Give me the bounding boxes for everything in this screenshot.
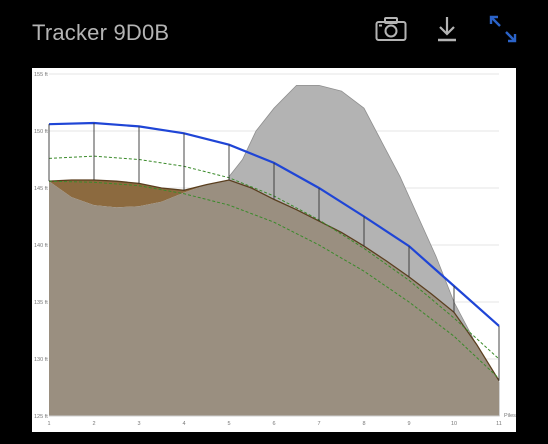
- page-title: Tracker 9D0B: [32, 20, 170, 45]
- download-icon: [438, 17, 456, 42]
- x-tick-label: 5: [227, 421, 230, 427]
- profile-chart-svg: 125 ft 130 ft 135 ft 140 ft 145 ft 150 ft 155 …: [34, 72, 516, 427]
- x-tick-label: 11: [496, 421, 502, 427]
- y-tick-label: 125 ft: [34, 414, 48, 420]
- lower-tolerance-line: [48, 180, 500, 379]
- x-tick-label: 2: [92, 421, 95, 427]
- y-tick-label: 135 ft: [34, 300, 48, 306]
- camera-button[interactable]: [374, 12, 408, 46]
- y-tick-label: 150 ft: [34, 129, 48, 135]
- x-tick-label: 8: [362, 421, 365, 427]
- y-tick-label: 130 ft: [34, 357, 48, 363]
- y-tick-label: 145 ft: [34, 186, 48, 192]
- expand-button[interactable]: [486, 12, 520, 46]
- chart-areas: [49, 85, 500, 417]
- profile-chart: 125 ft 130 ft 135 ft 140 ft 145 ft 150 ft 155 …: [32, 68, 516, 432]
- expand-icon: [489, 15, 517, 43]
- download-button[interactable]: [430, 12, 464, 46]
- y-tick-label: 140 ft: [34, 243, 48, 249]
- x-unit-label: Piles: [504, 413, 516, 419]
- x-tick-label: 4: [182, 421, 185, 427]
- camera-icon: [375, 17, 407, 41]
- x-tick-label: 10: [451, 421, 457, 427]
- x-tick-label: 6: [272, 421, 275, 427]
- cut-area: [49, 180, 229, 208]
- tracker-line: [48, 121, 500, 327]
- x-tick-label: 3: [137, 421, 140, 427]
- chart-axes: 125 ft 130 ft 135 ft 140 ft 145 ft 150 ft 155 …: [34, 72, 516, 427]
- x-tick-label: 9: [407, 421, 410, 427]
- terrain-area: [49, 180, 499, 416]
- x-tick-label: 1: [47, 421, 50, 427]
- x-tick-label: 7: [317, 421, 320, 427]
- chart-toolbar: [374, 12, 520, 46]
- y-tick-label: 155 ft: [34, 72, 48, 78]
- chart-piles: [48, 123, 500, 381]
